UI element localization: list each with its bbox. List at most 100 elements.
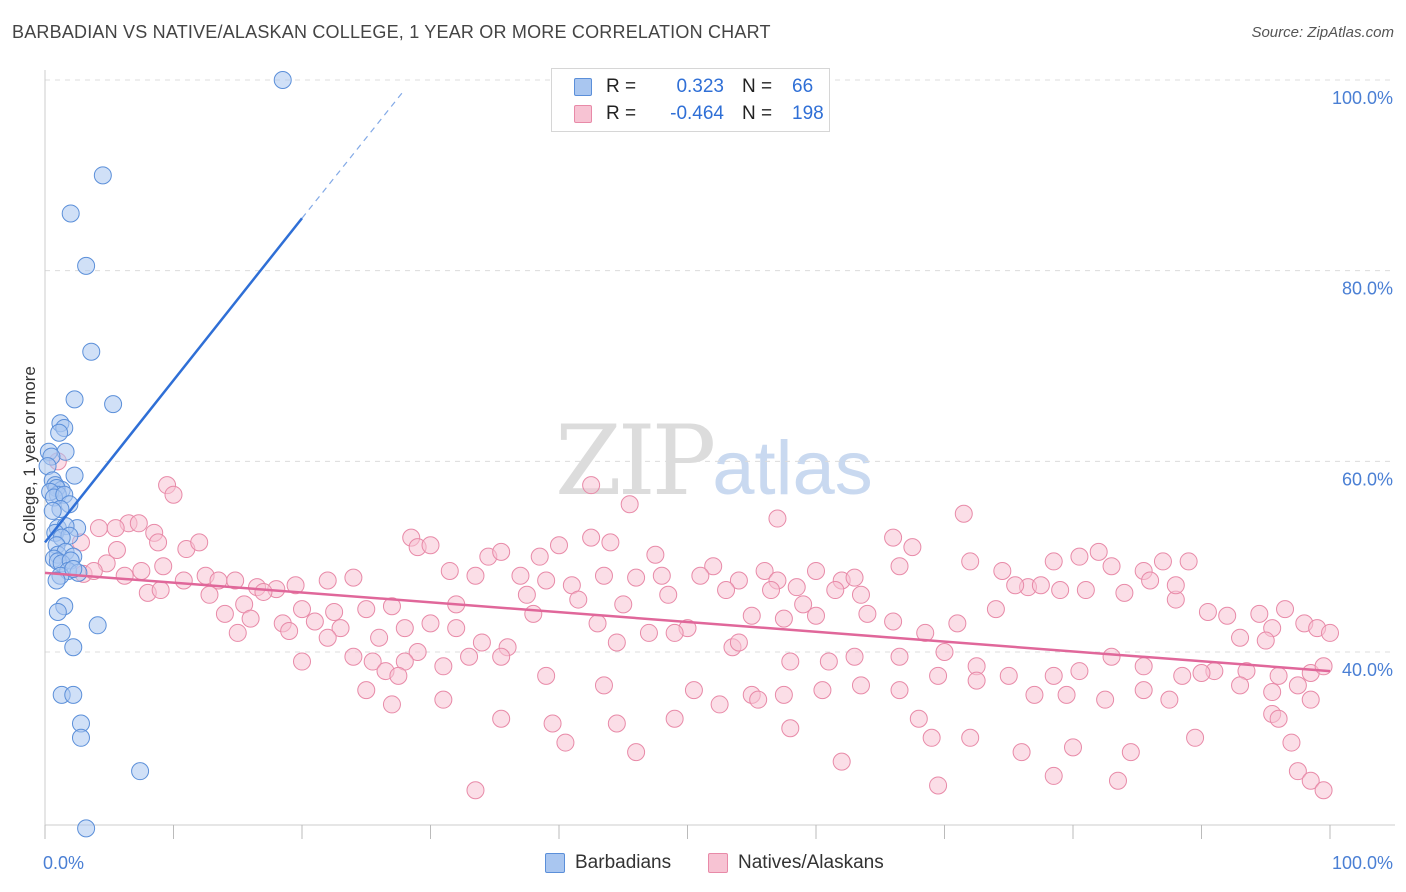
data-point-barbadians — [61, 204, 80, 223]
legend-swatch-pink — [574, 105, 592, 123]
data-point-natives — [149, 533, 168, 552]
data-point-natives — [1044, 666, 1063, 685]
legend-r-label: R = — [606, 76, 637, 97]
data-point-natives — [961, 728, 980, 747]
data-point-natives — [1173, 666, 1192, 685]
data-point-natives — [164, 485, 183, 504]
data-point-natives — [132, 561, 151, 580]
data-point-natives — [826, 581, 845, 600]
data-point-natives — [742, 606, 761, 625]
data-point-natives — [89, 519, 108, 538]
data-point-natives — [241, 609, 260, 628]
data-point-natives — [106, 519, 125, 538]
legend-item-barbadians[interactable]: Barbadians — [545, 852, 671, 874]
data-point-natives — [1218, 606, 1237, 625]
trend-line-natives — [44, 571, 1331, 673]
data-point-natives — [774, 685, 793, 704]
data-point-barbadians — [64, 560, 83, 579]
data-point-natives — [389, 666, 408, 685]
data-point-barbadians — [82, 342, 101, 361]
trend-line-barbadians-extension — [301, 89, 406, 219]
data-point-barbadians — [88, 616, 107, 635]
data-point-natives — [421, 536, 440, 555]
data-point-natives — [929, 666, 948, 685]
data-point-natives — [781, 652, 800, 671]
data-point-natives — [434, 690, 453, 709]
legend-item-natives[interactable]: Natives/Alaskans — [708, 852, 884, 874]
legend-row-natives: R = -0.464 N = 198 — [574, 101, 824, 127]
data-point-natives — [614, 595, 633, 614]
legend-n-value: 66 — [792, 76, 814, 97]
data-point-natives — [1006, 576, 1025, 595]
data-point-natives — [909, 709, 928, 728]
data-point-natives — [903, 538, 922, 557]
data-point-natives — [1096, 690, 1115, 709]
data-point-barbadians — [52, 623, 71, 642]
data-point-natives — [819, 652, 838, 671]
data-point-natives — [115, 566, 134, 585]
trend-lines — [44, 89, 1331, 673]
data-point-natives — [781, 719, 800, 738]
data-point-natives — [807, 561, 825, 580]
data-point-natives — [729, 633, 748, 652]
data-point-barbadians — [43, 501, 62, 520]
data-point-natives — [543, 714, 562, 733]
data-point-natives — [1276, 600, 1295, 619]
data-point-natives — [884, 612, 903, 631]
data-point-natives — [582, 528, 601, 547]
data-point-natives — [787, 578, 806, 597]
y-tick-label: 80.0% — [1342, 279, 1393, 299]
data-point-natives — [492, 709, 511, 728]
data-point-natives — [659, 585, 678, 604]
data-point-natives — [293, 652, 311, 671]
data-point-natives — [1263, 683, 1282, 702]
data-point-natives — [363, 652, 382, 671]
data-point-natives — [1115, 583, 1134, 602]
data-point-barbadians — [65, 466, 84, 485]
data-point-natives — [434, 657, 453, 676]
data-point-natives — [1031, 576, 1050, 595]
data-point-natives — [607, 633, 626, 652]
data-point-natives — [845, 568, 864, 587]
data-point-natives — [524, 604, 543, 623]
data-point-natives — [286, 576, 305, 595]
data-point-barbadians — [50, 423, 69, 442]
data-point-natives — [807, 606, 825, 625]
x-tick-label: 100.0% — [1332, 853, 1393, 873]
natives-swatch — [708, 853, 728, 873]
y-tick-label: 60.0% — [1342, 469, 1393, 489]
data-point-natives — [601, 533, 620, 552]
data-point-natives — [948, 614, 967, 633]
data-point-natives — [370, 628, 389, 647]
data-point-natives — [492, 647, 511, 666]
data-point-natives — [1269, 666, 1288, 685]
data-point-natives — [1269, 709, 1288, 728]
legend-n-label: N = — [742, 103, 773, 124]
data-point-natives — [569, 590, 588, 609]
watermark-atlas: atlas — [712, 426, 873, 511]
data-point-natives — [1076, 581, 1095, 600]
data-point-natives — [1070, 662, 1089, 681]
data-point-natives — [293, 600, 311, 619]
data-point-natives — [890, 681, 909, 700]
legend-r-value: 0.323 — [676, 76, 724, 97]
data-point-natives — [1134, 657, 1153, 676]
data-point-barbadians — [64, 685, 83, 704]
data-point-natives — [582, 476, 601, 495]
data-point-natives — [1231, 676, 1250, 695]
data-point-natives — [832, 752, 851, 771]
data-point-natives — [511, 566, 530, 585]
data-point-natives — [1288, 676, 1307, 695]
data-point-natives — [1192, 663, 1211, 682]
data-point-barbadians — [77, 819, 96, 838]
data-point-barbadians — [47, 571, 66, 590]
data-point-natives — [1166, 576, 1185, 595]
data-point-natives — [492, 542, 511, 561]
data-point-natives — [395, 619, 414, 638]
data-point-natives — [1179, 552, 1198, 571]
data-point-natives — [1089, 542, 1108, 561]
data-point-natives — [200, 585, 219, 604]
data-point-natives — [704, 557, 723, 576]
data-point-natives — [1012, 743, 1031, 762]
data-point-natives — [999, 666, 1018, 685]
